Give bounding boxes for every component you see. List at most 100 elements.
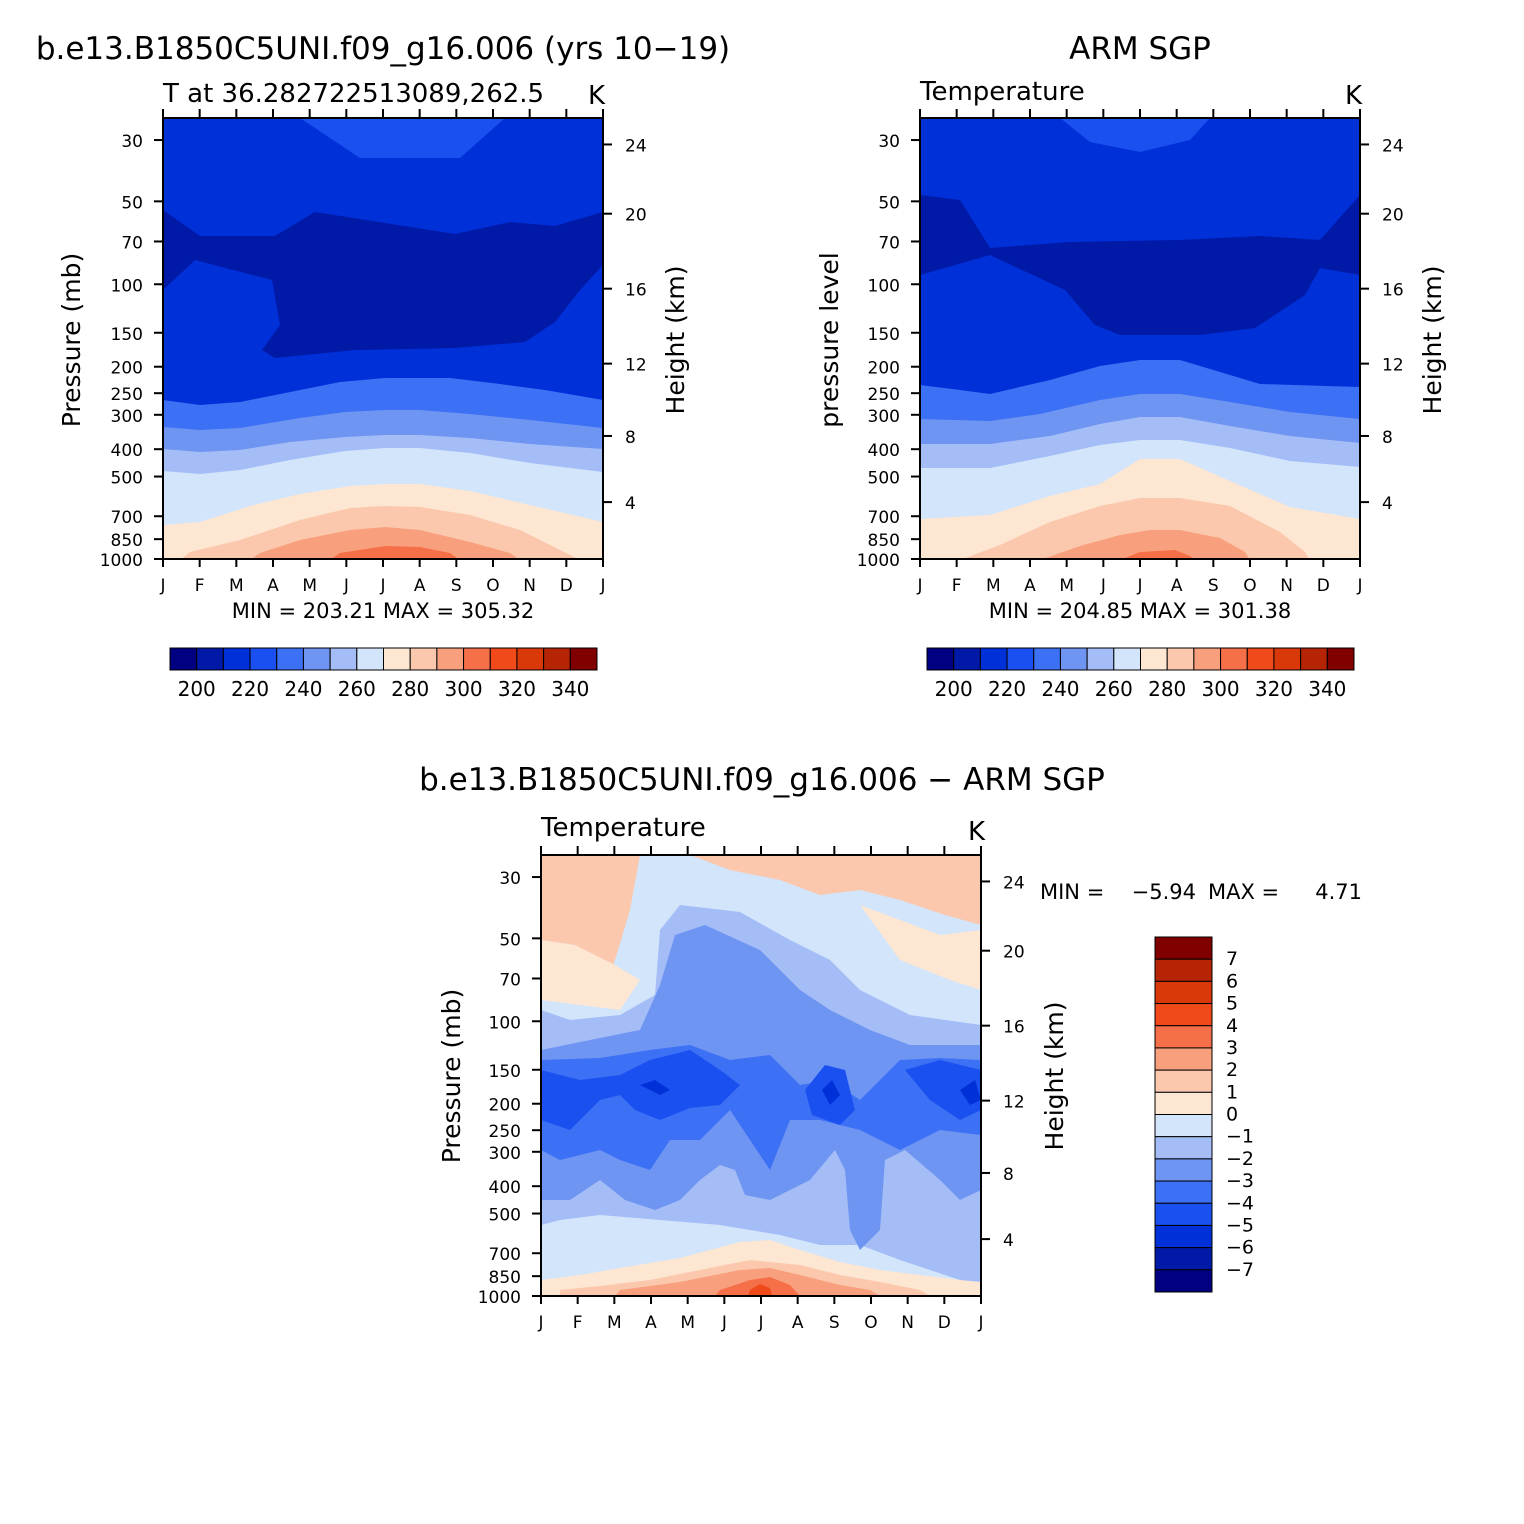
panel3-ylabel-right: Height (km): [1040, 1002, 1069, 1151]
colorbar-swatch: [569, 647, 598, 671]
x-tick-label: J: [721, 1313, 727, 1333]
panel1-contour-above-300: [330, 546, 460, 560]
colorbar-swatch: [222, 647, 251, 671]
height-tick-label: 12: [625, 356, 647, 376]
colorbar-swatch: [1006, 647, 1035, 671]
colorbar-swatch: [409, 647, 438, 671]
x-tick-label: M: [607, 1313, 622, 1333]
panel3-title: b.e13.B1850C5UNI.f09_g16.006 − ARM SGP: [419, 762, 1105, 798]
panel3-contour-0-right: [860, 905, 981, 990]
colorbar-label: −6: [1226, 1237, 1254, 1259]
colorbar-label: 220: [231, 677, 269, 701]
panel1-ylabel: Pressure (mb): [57, 253, 86, 427]
panel3-contour-minus6-right: [960, 1080, 981, 1105]
y-tick-label: 250: [868, 385, 900, 405]
x-tick-label: A: [645, 1313, 657, 1333]
colorbar-label: 240: [284, 677, 322, 701]
colorbar-label: 260: [338, 677, 376, 701]
colorbar-swatch: [1154, 1247, 1213, 1271]
colorbar-swatch: [1140, 647, 1168, 671]
height-tick-label: 4: [1382, 494, 1393, 514]
x-tick-label: A: [267, 576, 279, 596]
colorbar-swatch: [1154, 1091, 1213, 1115]
panel1-ylabel-right: Height (km): [661, 266, 690, 415]
y-tick-label: 30: [121, 132, 143, 152]
colorbar-swatch: [436, 647, 465, 671]
y-tick-label: 200: [489, 1096, 521, 1116]
colorbar-label: −3: [1226, 1170, 1254, 1192]
x-tick-label: F: [952, 576, 962, 596]
panel3-stats-min: −5.94: [1132, 880, 1196, 904]
y-tick-label: 700: [868, 508, 900, 528]
x-tick-label: D: [938, 1313, 951, 1333]
x-tick-label: A: [1024, 576, 1036, 596]
x-tick-label: M: [229, 576, 244, 596]
height-tick-label: 20: [1003, 943, 1025, 963]
panel1-units: K: [588, 81, 606, 111]
colorbar-swatch: [169, 647, 198, 671]
panel3-stats-min-label: MIN =: [1040, 880, 1104, 904]
colorbar-swatch: [1193, 647, 1222, 671]
colorbar-swatch: [979, 647, 1008, 671]
colorbar-swatch: [329, 647, 358, 671]
panel3-ylabel: Pressure (mb): [437, 989, 466, 1163]
y-tick-label: 500: [111, 469, 143, 489]
colorbar-swatch: [1086, 647, 1115, 671]
colorbar-swatch: [1273, 647, 1302, 671]
y-tick-label: 70: [878, 233, 900, 253]
x-tick-label: S: [451, 576, 462, 596]
height-tick-label: 16: [1003, 1018, 1025, 1038]
colorbar-swatch: [1154, 1114, 1213, 1138]
height-tick-label: 4: [1003, 1231, 1014, 1251]
colorbar-label: −4: [1226, 1192, 1254, 1214]
colorbar-swatch: [1154, 1003, 1213, 1027]
colorbar-label: 300: [1201, 677, 1239, 701]
colorbar-label: 3: [1226, 1037, 1238, 1059]
y-tick-label: 50: [499, 930, 521, 950]
panel3-contour-plus4-bottom: [748, 1284, 772, 1296]
colorbar-swatch: [489, 647, 518, 671]
colorbar-swatch: [953, 647, 981, 671]
colorbar-label: 280: [1148, 677, 1186, 701]
x-tick-label: J: [599, 576, 605, 596]
y-tick-label: 30: [499, 869, 521, 889]
panel1-contour-below-210: [163, 210, 603, 358]
colorbar-swatch: [1326, 647, 1355, 671]
x-tick-label: N: [901, 1313, 914, 1333]
panel3-contour-minus6-center: [822, 1080, 840, 1105]
y-tick-label: 200: [111, 359, 143, 379]
colorbar-swatch: [1033, 647, 1061, 671]
y-tick-label: 400: [111, 441, 143, 461]
colorbar-label: 260: [1095, 677, 1133, 701]
x-tick-label: J: [1136, 576, 1142, 596]
height-tick-label: 16: [1382, 281, 1404, 301]
x-tick-label: F: [195, 576, 205, 596]
x-tick-label: S: [1208, 576, 1219, 596]
panel3-stats-max: 4.71: [1315, 880, 1362, 904]
panel1-contour-290-300: [250, 527, 520, 560]
x-tick-label: A: [792, 1313, 804, 1333]
colorbar-label: 5: [1226, 993, 1238, 1015]
panel1-contours: [163, 118, 603, 560]
y-tick-label: 50: [878, 193, 900, 213]
height-tick-label: 24: [1003, 873, 1025, 893]
panel3-units: K: [968, 817, 986, 847]
x-tick-label: S: [829, 1313, 840, 1333]
panel2-title: ARM SGP: [1069, 31, 1211, 67]
colorbar-swatch: [302, 647, 331, 671]
panel3-contour-plus1-top: [541, 855, 640, 975]
panel2-ylabel: pressure level: [815, 252, 844, 427]
colorbar-swatch: [926, 647, 955, 671]
colorbar-label: 340: [551, 677, 589, 701]
colorbar-swatch: [516, 647, 545, 671]
colorbar-swatch: [276, 647, 304, 671]
y-tick-label: 150: [111, 325, 143, 345]
panel1-left-string: T at 36.282722513089,262.5: [162, 79, 544, 109]
x-tick-label: J: [916, 576, 922, 596]
y-tick-label: 150: [868, 325, 900, 345]
x-tick-label: J: [159, 576, 165, 596]
colorbar-label: −1: [1226, 1126, 1254, 1148]
height-tick-label: 8: [1003, 1165, 1014, 1185]
y-tick-label: 300: [868, 407, 900, 427]
